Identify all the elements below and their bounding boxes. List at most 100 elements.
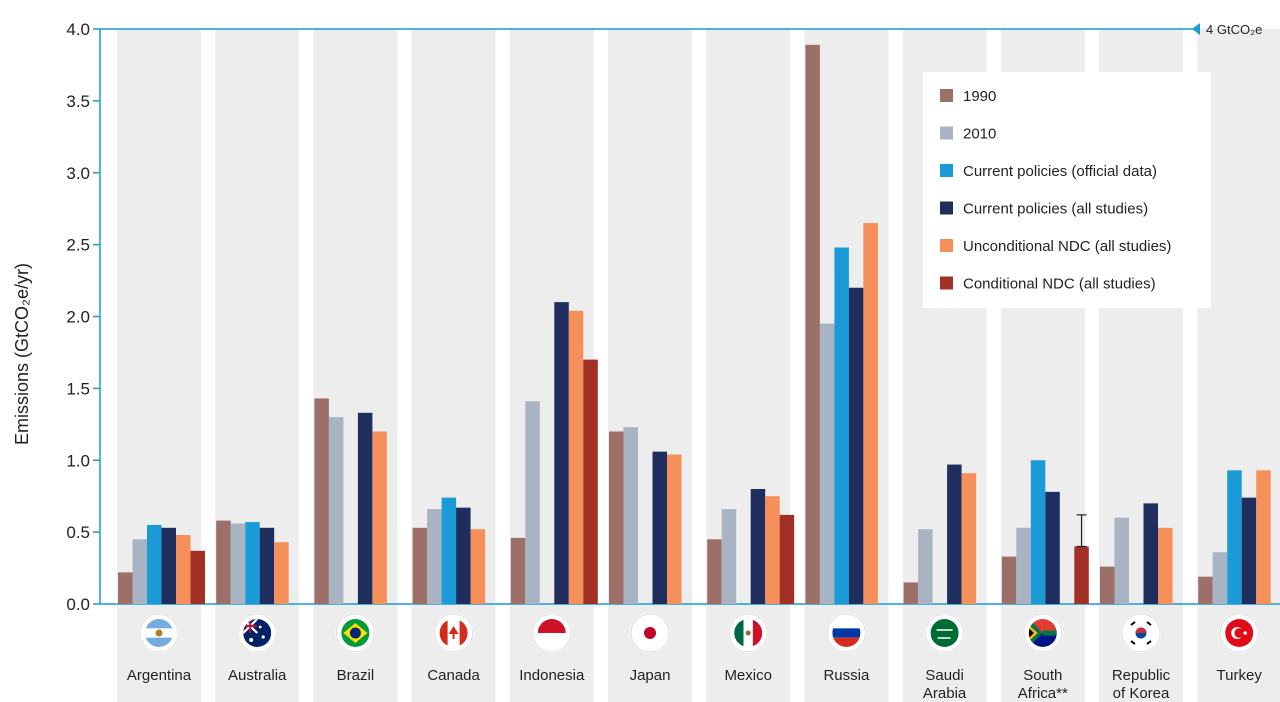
bar	[1001, 556, 1017, 604]
bar	[412, 527, 428, 604]
bar	[176, 535, 191, 604]
indonesia-flag-icon	[531, 613, 572, 653]
country-label: of Korea	[1113, 685, 1170, 702]
bar	[161, 527, 176, 604]
y-tick-label: 3.0	[66, 164, 90, 183]
bar	[779, 514, 795, 604]
bar	[1198, 576, 1213, 604]
bar	[554, 302, 569, 604]
bar	[765, 496, 780, 604]
republic-of-korea-flag-icon	[1121, 613, 1161, 653]
bar	[456, 507, 471, 604]
mexico-flag-icon	[728, 613, 769, 653]
bar	[947, 464, 962, 604]
country-label: Saudi	[925, 667, 963, 684]
country-label: Turkey	[1217, 667, 1263, 684]
bar	[1100, 566, 1115, 604]
country-labels: Argentina Australia Brazil Canada Indonesia J…	[127, 667, 1262, 702]
legend-swatch	[940, 239, 953, 252]
bar	[1227, 470, 1242, 604]
legend-entry: Current policies (all studies)	[963, 201, 1148, 218]
bar	[863, 223, 878, 604]
bar	[848, 287, 864, 604]
saudi-arabia-flag-icon	[924, 613, 965, 653]
bar	[328, 417, 344, 604]
bar	[1241, 497, 1257, 604]
bar	[961, 473, 977, 604]
bar	[583, 359, 598, 604]
bar	[652, 451, 667, 604]
argentina-flag-icon	[139, 613, 179, 653]
bar	[441, 497, 457, 604]
bar	[623, 427, 638, 604]
legend-entry: Conditional NDC (all studies)	[963, 276, 1156, 293]
legend-box	[923, 72, 1211, 308]
canada-flag-icon	[433, 613, 474, 653]
bar	[568, 310, 584, 604]
legend-swatch	[940, 126, 953, 140]
bar	[230, 523, 246, 604]
legend-entry: Unconditional NDC (all studies)	[963, 238, 1171, 255]
bar	[707, 539, 722, 604]
legend-swatch	[940, 164, 953, 177]
reference-arrow-icon	[1192, 23, 1200, 35]
bar	[357, 412, 373, 604]
bars	[118, 44, 1271, 604]
bar	[1256, 470, 1271, 604]
country-label: Indonesia	[519, 667, 585, 684]
bar	[834, 247, 849, 604]
legend-entry: 1990	[963, 88, 996, 105]
australia-flag-icon	[237, 613, 278, 653]
legend-entry: Current policies (official data)	[963, 163, 1157, 180]
bar	[721, 509, 737, 604]
bar	[118, 572, 133, 604]
legend-entry: 2010	[963, 126, 996, 143]
y-tick-label: 0.5	[66, 523, 90, 542]
y-tick-label: 1.0	[66, 451, 90, 470]
y-tick-label: 3.5	[66, 92, 90, 111]
country-label: Australia	[228, 667, 287, 684]
bar	[245, 522, 260, 604]
legend: 1990 2010 Current policies (official data)…	[923, 72, 1211, 308]
legend-swatch	[940, 89, 953, 102]
bar	[190, 550, 205, 604]
bar	[1045, 491, 1060, 604]
bar	[147, 524, 162, 604]
bar	[372, 431, 387, 604]
country-label: Brazil	[337, 667, 375, 684]
bar	[132, 539, 147, 604]
bar	[918, 529, 933, 604]
bar	[314, 398, 329, 604]
country-label: Russia	[823, 667, 870, 684]
turkey-flag-icon	[1219, 613, 1260, 653]
country-label: Canada	[427, 667, 480, 684]
legend-swatch	[940, 276, 953, 290]
country-label: Republic	[1112, 667, 1171, 684]
y-tick-label: 1.5	[66, 379, 90, 398]
south-africa-flag-icon	[1022, 613, 1063, 653]
japan-flag-icon	[630, 613, 670, 653]
bar	[427, 509, 442, 604]
y-tick-label: 0.0	[66, 595, 90, 614]
bar	[819, 323, 835, 604]
bar	[216, 520, 231, 604]
y-axis-label: Emissions (GtCO₂e/yr)	[12, 263, 32, 445]
bar	[750, 489, 766, 604]
bar	[903, 582, 919, 604]
bar	[274, 542, 289, 604]
bar	[470, 529, 486, 604]
country-label: Argentina	[127, 667, 192, 684]
bar	[1016, 527, 1031, 604]
y-tick-label: 2.5	[66, 236, 90, 255]
bar	[510, 537, 526, 604]
country-label: Arabia	[923, 685, 967, 702]
legend-swatch	[940, 201, 953, 215]
bar	[259, 527, 275, 604]
country-label: Mexico	[724, 667, 772, 684]
country-label: South	[1023, 667, 1062, 684]
bar	[1143, 503, 1158, 604]
bar	[1074, 546, 1089, 604]
country-label: Japan	[630, 667, 671, 684]
bar	[525, 401, 540, 604]
